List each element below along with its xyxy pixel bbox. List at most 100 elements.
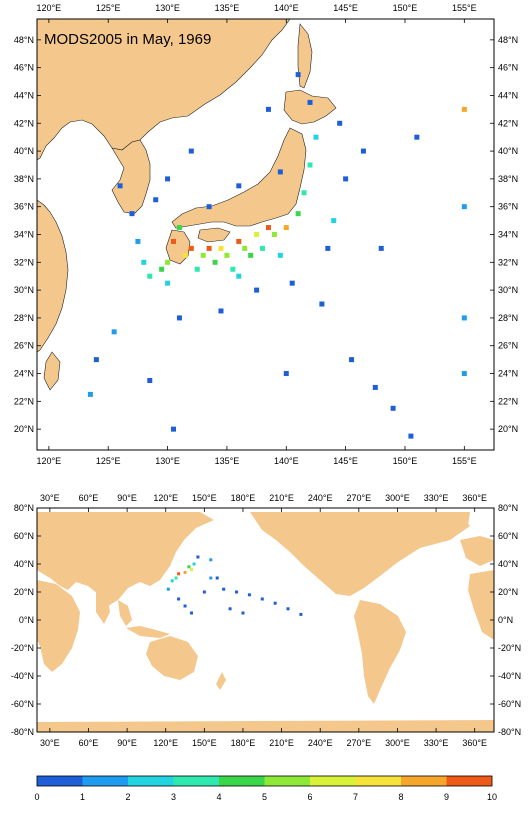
observation-cell bbox=[295, 211, 301, 217]
x-tick-label: 60°E bbox=[79, 493, 99, 503]
eurasia bbox=[37, 512, 214, 606]
x-tick-label: 90°E bbox=[117, 738, 137, 748]
colorbar-swatch bbox=[264, 776, 310, 786]
observation-cell bbox=[147, 377, 153, 383]
x-tick-label: 130°E bbox=[155, 456, 180, 466]
world-x-ticks-top: 30°E 60°E 90°E 120°E 150°E 180°E 210°E 240°E 270… bbox=[40, 493, 487, 512]
observation-cell bbox=[360, 148, 366, 154]
colorbar-label: 10 bbox=[487, 792, 497, 802]
observation-cell bbox=[273, 601, 277, 605]
colorbar-swatch bbox=[219, 776, 265, 786]
observation-cell bbox=[165, 176, 171, 182]
y-tick-label: 36°N bbox=[14, 202, 34, 212]
observation-cell bbox=[230, 266, 236, 272]
y-tick-label: 38°N bbox=[498, 174, 518, 184]
observation-cell bbox=[187, 565, 191, 569]
korea bbox=[111, 139, 151, 215]
observation-cell bbox=[176, 225, 182, 231]
x-tick-label: 125°E bbox=[96, 456, 121, 466]
india bbox=[96, 590, 110, 624]
japan-map-panel: 120°E 125°E 130°E 135°E 140°E 145°E 150°E 155°E… bbox=[14, 3, 518, 466]
new-zealand bbox=[216, 672, 226, 690]
x-tick-label: 125°E bbox=[96, 3, 121, 13]
colorbar-swatch bbox=[355, 776, 401, 786]
indonesia bbox=[126, 626, 170, 638]
south-america bbox=[354, 600, 406, 704]
y-tick-label: 38°N bbox=[14, 174, 34, 184]
observation-cell bbox=[87, 391, 93, 397]
colorbar-swatch bbox=[446, 776, 492, 786]
observation-cell bbox=[93, 357, 99, 363]
y-tick-label: 34°N bbox=[14, 230, 34, 240]
observation-cell bbox=[265, 106, 271, 112]
observation-cell bbox=[235, 590, 239, 594]
observation-cell bbox=[277, 252, 283, 258]
observation-cell bbox=[183, 570, 187, 574]
taiwan bbox=[43, 351, 61, 391]
y-tick-label: -60°N bbox=[498, 699, 521, 709]
x-tick-label: 150°E bbox=[192, 493, 217, 503]
y-tick-label: -80°N bbox=[11, 727, 34, 737]
x-tick-label: 120°E bbox=[153, 738, 178, 748]
observation-cell bbox=[299, 612, 303, 616]
y-tick-label: 46°N bbox=[498, 63, 518, 73]
y-tick-label: 36°N bbox=[498, 202, 518, 212]
observation-cell bbox=[183, 604, 187, 608]
colorbar-swatch bbox=[173, 776, 219, 786]
x-tick-label: 120°E bbox=[37, 3, 62, 13]
japan-observations bbox=[87, 72, 467, 439]
x-tick-label: 120°E bbox=[153, 493, 178, 503]
observation-cell bbox=[295, 72, 301, 78]
x-tick-label: 330°E bbox=[424, 493, 449, 503]
observation-cell bbox=[111, 329, 117, 335]
y-tick-label: 32°N bbox=[498, 257, 518, 267]
sakhalin bbox=[297, 23, 313, 89]
observation-cell bbox=[307, 162, 313, 168]
world-map-panel: 30°E 60°E 90°E 120°E 150°E 180°E 210°E 240°E 270… bbox=[11, 493, 521, 748]
observation-cell bbox=[283, 371, 289, 377]
australia bbox=[146, 636, 198, 680]
japan-map-landmasses bbox=[37, 19, 337, 391]
y-tick-label: 30°N bbox=[498, 285, 518, 295]
y-tick-label: 48°N bbox=[498, 35, 518, 45]
observation-cell bbox=[414, 134, 420, 140]
colorbar-label: 9 bbox=[444, 792, 449, 802]
observation-cell bbox=[236, 238, 242, 244]
observation-cell bbox=[174, 576, 178, 580]
colorbar: 0 1 2 3 4 5 6 7 8 9 10 bbox=[34, 775, 497, 802]
y-tick-label: -40°N bbox=[498, 671, 521, 681]
observation-cell bbox=[461, 106, 467, 112]
japan-x-ticks-top: 120°E 125°E 130°E 135°E 140°E 145°E 150°E 155°E bbox=[37, 3, 477, 23]
colorbar-label: 1 bbox=[80, 792, 85, 802]
x-tick-label: 30°E bbox=[40, 493, 60, 503]
observation-cell bbox=[171, 238, 177, 244]
observation-cell bbox=[165, 280, 171, 286]
y-tick-label: 42°N bbox=[14, 118, 34, 128]
observation-cell bbox=[248, 252, 254, 258]
world-x-ticks-bottom: 30°E 60°E 90°E 120°E 150°E 180°E 210°E 240°E 270… bbox=[40, 728, 487, 748]
colorbar-swatches bbox=[37, 776, 492, 786]
antarctica bbox=[37, 720, 494, 732]
observation-cell bbox=[200, 252, 206, 258]
observation-cell bbox=[283, 225, 289, 231]
y-tick-label: 48°N bbox=[14, 35, 34, 45]
observation-cell bbox=[247, 593, 251, 597]
north-america bbox=[250, 512, 470, 596]
observation-cell bbox=[319, 301, 325, 307]
y-tick-label: 30°N bbox=[14, 285, 34, 295]
observation-cell bbox=[206, 204, 212, 210]
x-tick-label: 360°E bbox=[462, 738, 487, 748]
y-tick-label: 60°N bbox=[498, 531, 518, 541]
x-tick-label: 130°E bbox=[155, 3, 180, 13]
y-tick-label: 40°N bbox=[498, 146, 518, 156]
y-tick-label: 20°N bbox=[14, 424, 34, 434]
hokkaido bbox=[283, 89, 337, 125]
observation-cell bbox=[408, 433, 414, 439]
observation-cell bbox=[343, 176, 349, 182]
japan-x-ticks-bottom: 120°E 125°E 130°E 135°E 140°E 145°E 150°E 155°E bbox=[37, 446, 477, 466]
observation-cell bbox=[461, 204, 467, 210]
colorbar-swatch bbox=[82, 776, 128, 786]
y-tick-label: 44°N bbox=[14, 90, 34, 100]
x-tick-label: 210°E bbox=[269, 738, 294, 748]
